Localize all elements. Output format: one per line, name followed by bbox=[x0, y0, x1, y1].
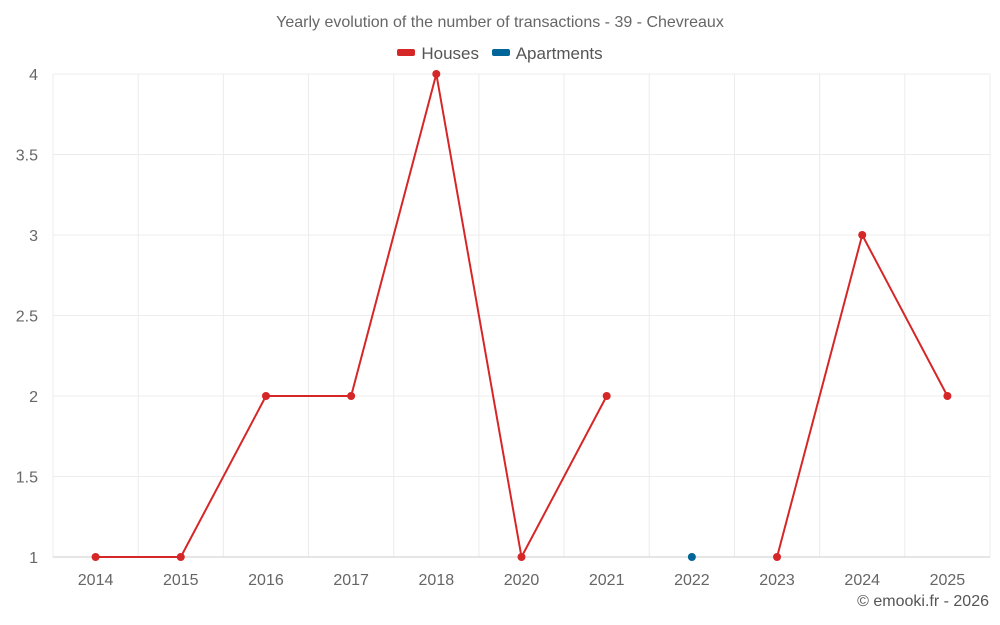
x-tick-label: 2017 bbox=[333, 572, 369, 589]
x-tick-label: 2018 bbox=[419, 572, 455, 589]
y-tick-label: 4 bbox=[29, 67, 38, 84]
axes: 1 1.5 2 2.5 3 3.5 4 2014 2015 2016 2017 2018 2020 202… bbox=[16, 67, 990, 589]
y-tick-label: 1.5 bbox=[16, 470, 38, 487]
y-tick-label: 3 bbox=[29, 228, 38, 245]
legend-swatch-apartments bbox=[491, 49, 510, 57]
grid bbox=[52, 73, 991, 558]
x-tick-label: 2023 bbox=[759, 572, 795, 589]
data-point-houses bbox=[773, 553, 782, 561]
x-tick-label: 2022 bbox=[674, 572, 710, 589]
data-point-houses bbox=[176, 553, 185, 561]
data-point-houses bbox=[91, 553, 100, 561]
legend-label-apartments: Apartments bbox=[515, 44, 603, 63]
x-tick-label: 2025 bbox=[930, 572, 966, 589]
chart-title: Yearly evolution of the number of transa… bbox=[276, 14, 724, 31]
legend-item-apartments[interactable]: Apartments bbox=[491, 44, 603, 64]
x-tick-label: 2015 bbox=[163, 572, 199, 589]
data-point-houses bbox=[432, 70, 441, 78]
series-layer bbox=[91, 70, 952, 561]
data-point-houses bbox=[943, 392, 952, 400]
data-point-houses bbox=[261, 392, 270, 400]
legend: Houses Apartments bbox=[0, 44, 1000, 64]
data-point-houses bbox=[517, 553, 526, 561]
y-tick-label: 2 bbox=[29, 389, 38, 406]
x-tick-label: 2014 bbox=[78, 572, 114, 589]
y-tick-label: 1 bbox=[29, 550, 38, 567]
x-tick-label: 2016 bbox=[248, 572, 284, 589]
legend-item-houses[interactable]: Houses bbox=[397, 44, 479, 64]
y-tick-label: 3.5 bbox=[16, 148, 38, 165]
x-tick-label: 2021 bbox=[589, 572, 625, 589]
credit-text: © emooki.fr - 2026 bbox=[857, 593, 989, 610]
y-tick-label: 2.5 bbox=[16, 309, 38, 326]
x-tick-label: 2024 bbox=[844, 572, 880, 589]
data-point-houses bbox=[858, 231, 867, 239]
legend-label-houses: Houses bbox=[421, 44, 479, 63]
x-tick-label: 2020 bbox=[504, 572, 540, 589]
data-point-houses bbox=[347, 392, 356, 400]
data-point-houses bbox=[602, 392, 611, 400]
legend-swatch-houses bbox=[397, 49, 416, 57]
data-point-apartments bbox=[687, 553, 696, 561]
